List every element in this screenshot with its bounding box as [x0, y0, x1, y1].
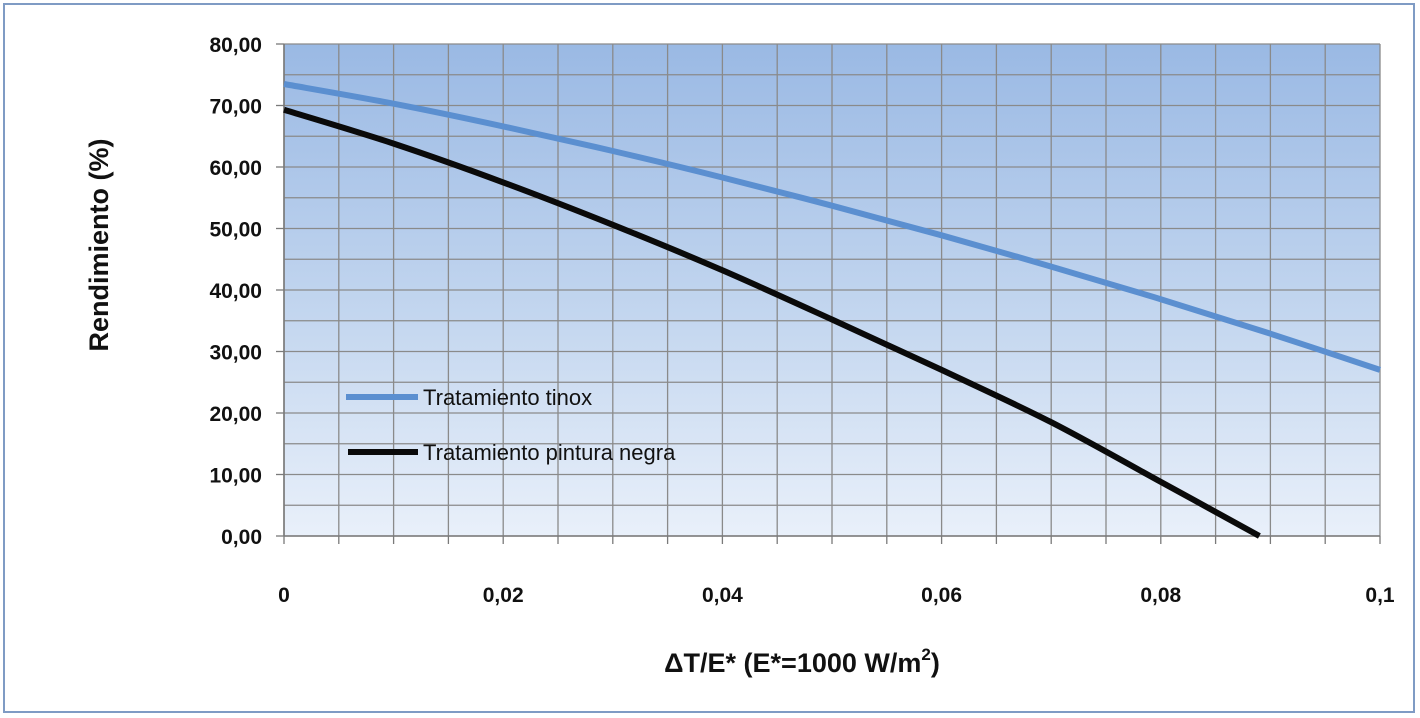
y-tick-label: 0,00 [221, 526, 262, 549]
legend: Tratamiento tinox Tratamiento pintura ne… [346, 385, 676, 465]
y-tick-label: 20,00 [209, 403, 262, 426]
y-tick-label: 50,00 [209, 219, 262, 242]
axes: 0,00 10,00 20,00 30,00 40,00 50,00 60,00 70,00 8… [209, 34, 1394, 607]
y-tick-label: 60,00 [209, 157, 262, 180]
x-tick-label: 0 [278, 584, 290, 607]
y-tick-label: 40,00 [209, 280, 262, 303]
x-axis-title: ΔT/E* (E*=1000 W/m2) [664, 645, 940, 678]
legend-label-tratamiento-tinox: Tratamiento tinox [423, 385, 592, 410]
x-axis-title-main: ΔT/E* (E*=1000 W/m [664, 648, 921, 678]
series-line-tratamiento-pintura-negra [283, 106, 1261, 539]
y-tick-label: 70,00 [209, 96, 262, 119]
x-tick-label: 0,08 [1140, 584, 1181, 607]
x-tick-label: 0,1 [1365, 584, 1395, 607]
y-tick-label: 10,00 [209, 465, 262, 488]
x-axis-title-superscript: 2 [921, 645, 930, 664]
y-tick-label: 30,00 [209, 342, 262, 365]
x-axis-title-end: ) [931, 648, 940, 678]
x-tick-label: 0,04 [702, 584, 743, 607]
x-tick-label: 0,06 [921, 584, 962, 607]
legend-label-tratamiento-pintura-negra: Tratamiento pintura negra [423, 440, 676, 465]
x-tick-label: 0,02 [483, 584, 524, 607]
y-tick-label: 80,00 [209, 34, 262, 57]
series-lines [283, 81, 1381, 539]
series-line-tratamiento-tinox [283, 81, 1381, 373]
y-axis-title: Rendimiento (%) [84, 139, 114, 352]
